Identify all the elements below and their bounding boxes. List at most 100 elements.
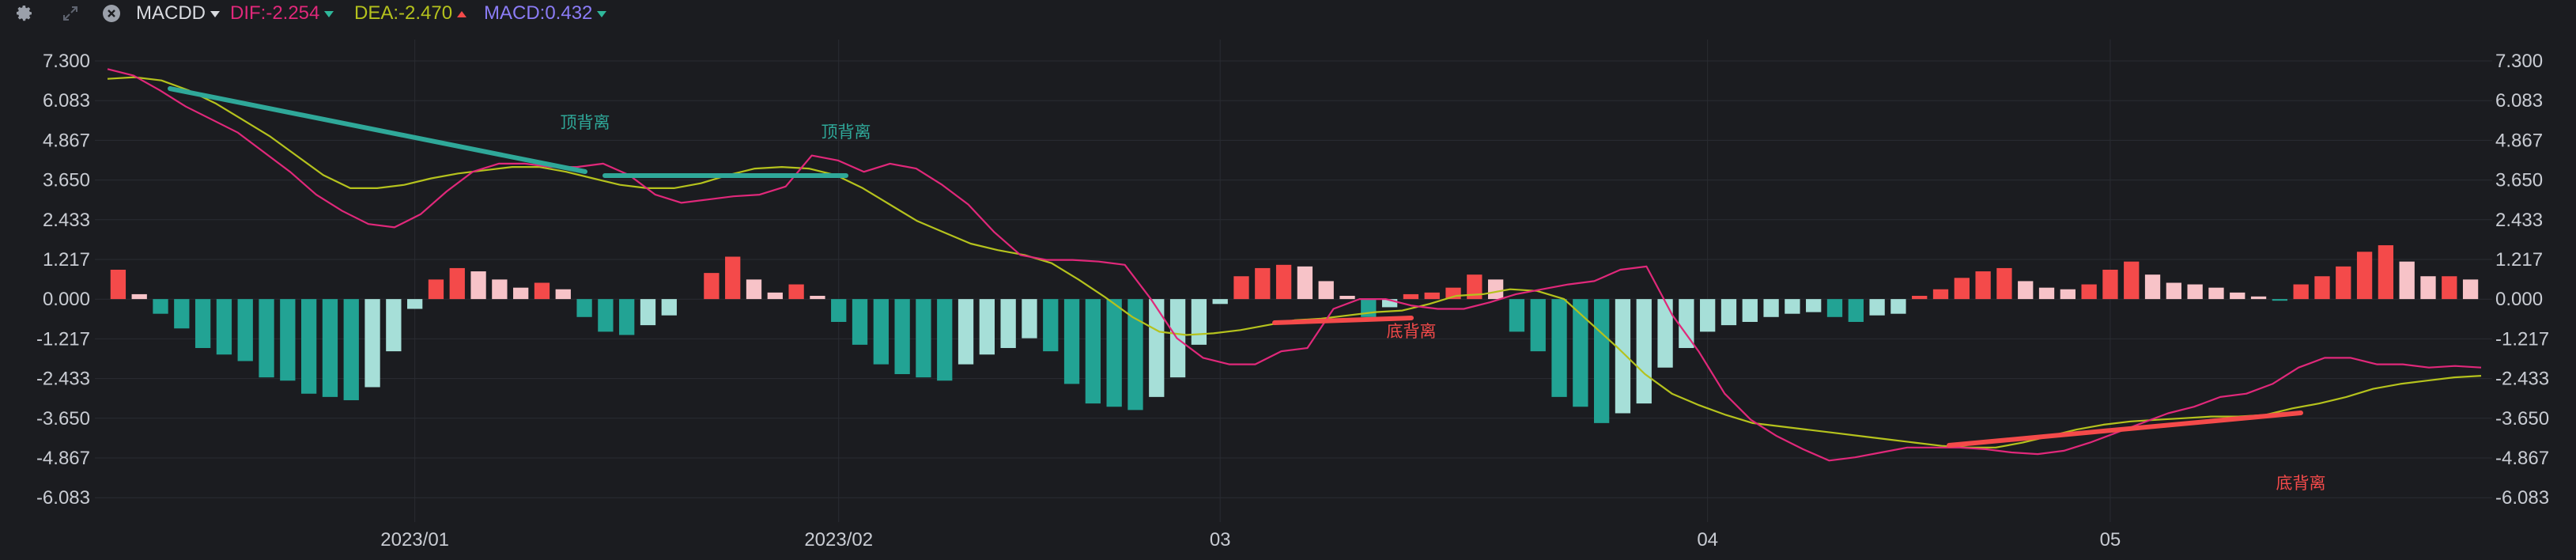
histogram-bar: [1615, 299, 1631, 414]
y-tick-label-left: -3.650: [36, 408, 90, 429]
bottom-divergence-line-1: [1272, 316, 1414, 325]
histogram-bar: [1509, 299, 1525, 332]
histogram-bar: [343, 299, 359, 400]
histogram-bar: [300, 299, 317, 394]
y-tick-label-left: -4.867: [36, 448, 90, 469]
histogram-bar: [2208, 287, 2224, 300]
histogram-bar: [2250, 296, 2267, 300]
histogram-bar: [131, 293, 147, 300]
macd-value: MACD:0.432: [484, 2, 593, 24]
macd-legend: MACD:0.432: [484, 2, 607, 25]
dea-value: DEA:-2.470: [354, 2, 453, 24]
histogram-bar: [1742, 299, 1758, 322]
y-tick-label-left: 3.650: [43, 170, 90, 191]
histogram-bar: [237, 299, 253, 361]
y-tick-label-right: 7.300: [2495, 51, 2543, 72]
histogram-bar: [1467, 274, 1483, 300]
histogram-bar: [1339, 295, 1355, 300]
x-tick-label: 2023/02: [804, 529, 873, 551]
histogram-bar: [1806, 299, 1822, 312]
histogram-bar: [2356, 252, 2373, 300]
close-circle-icon[interactable]: [101, 3, 122, 24]
histogram-bar: [2293, 284, 2309, 300]
histogram-bar: [619, 299, 635, 335]
histogram-bar: [810, 295, 825, 300]
histogram-bar: [1763, 299, 1779, 317]
y-tick-label-right: -3.650: [2495, 408, 2549, 429]
histogram-bar: [1530, 299, 1546, 352]
histogram-bar: [1826, 299, 1843, 317]
macd-histogram: [110, 245, 2479, 423]
y-tick-label-right: 2.433: [2495, 210, 2543, 231]
x-axis: 2023/01 2023/02 03 04 05: [380, 529, 2121, 551]
histogram-bar: [2144, 274, 2161, 300]
y-tick-label-right: 0.000: [2495, 289, 2543, 310]
histogram-bar: [470, 271, 486, 300]
histogram-bar: [1127, 299, 1143, 411]
histogram-bar: [725, 256, 741, 300]
histogram-bar: [640, 299, 656, 326]
y-tick-label-left: -2.433: [36, 369, 90, 390]
dif-value: DIF:-2.254: [230, 2, 320, 24]
histogram-bar: [1890, 299, 1906, 314]
y-tick-label-right: -6.083: [2495, 487, 2549, 509]
histogram-bar: [598, 299, 614, 332]
histogram-bar: [534, 282, 550, 300]
histogram-bar: [1318, 281, 1334, 300]
histogram-bar: [788, 284, 804, 300]
histogram-bar: [1657, 299, 1673, 368]
histogram-bar: [1212, 299, 1228, 305]
x-tick-label: 05: [2100, 529, 2121, 551]
gear-icon[interactable]: [14, 3, 35, 24]
top-divergence-line-1: [168, 86, 587, 174]
histogram-bar: [449, 267, 465, 300]
histogram-bar: [513, 287, 529, 300]
histogram-bar: [174, 299, 190, 329]
histogram-bar: [1403, 293, 1419, 300]
histogram-bar: [2378, 245, 2394, 300]
y-tick-label-left: 7.300: [43, 51, 90, 72]
y-tick-label-left: -6.083: [36, 487, 90, 509]
histogram-bar: [1424, 292, 1440, 300]
histogram-bar: [831, 299, 847, 322]
histogram-bar: [746, 279, 762, 300]
expand-icon[interactable]: [60, 3, 81, 24]
histogram-bar: [2081, 284, 2097, 300]
dif-trend-down-icon: [324, 10, 334, 17]
histogram-bar: [576, 299, 592, 317]
histogram-bar: [1191, 299, 1207, 345]
histogram-bar: [555, 289, 571, 300]
histogram-bar: [1954, 278, 1970, 300]
chevron-down-icon: [210, 10, 220, 17]
histogram-bar: [916, 299, 931, 378]
histogram-bar: [661, 299, 677, 316]
histogram-bar: [2102, 269, 2118, 300]
histogram-bar: [407, 299, 423, 309]
histogram-bar: [2187, 284, 2203, 300]
histogram-bar: [1233, 276, 1249, 300]
dea-trend-up-icon: [457, 10, 467, 17]
y-tick-label-right: -2.433: [2495, 369, 2549, 390]
y-tick-label-left: 6.083: [43, 90, 90, 112]
histogram-bar: [1996, 267, 2012, 300]
histogram-bar: [1975, 271, 1991, 300]
histogram-bar: [2018, 281, 2034, 300]
histogram-bar: [852, 299, 868, 345]
y-tick-label-right: 4.867: [2495, 130, 2543, 151]
histogram-bar: [873, 299, 889, 365]
histogram-bar: [216, 299, 232, 355]
indicator-select[interactable]: MACDD: [136, 2, 220, 25]
histogram-bar: [195, 299, 211, 348]
histogram-bar: [2314, 276, 2330, 300]
histogram-bar: [1720, 299, 1737, 326]
histogram-bar: [1255, 267, 1271, 300]
macd-trend-down-icon: [597, 10, 607, 17]
y-tick-label-left: 2.433: [43, 210, 90, 231]
histogram-bar: [492, 279, 508, 300]
histogram-bar: [1000, 299, 1016, 348]
histogram-bar: [1869, 299, 1885, 316]
x-tick-label: 2023/01: [380, 529, 449, 551]
histogram-bar: [937, 299, 953, 381]
